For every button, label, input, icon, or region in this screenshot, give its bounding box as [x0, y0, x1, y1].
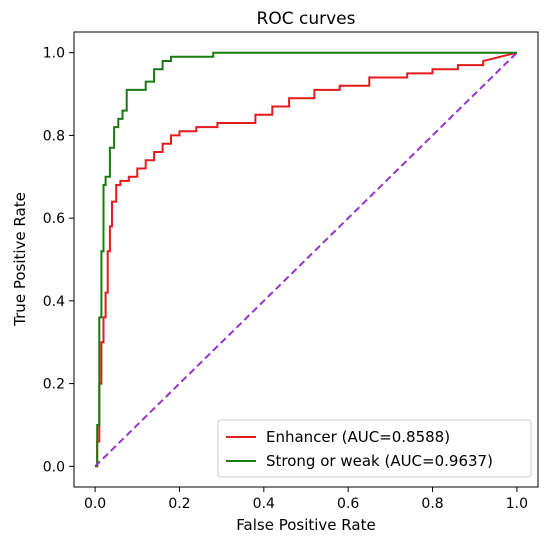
x-axis-ticks: 0.0 0.2 0.4 0.6 0.8 1.0	[84, 487, 528, 512]
plot-frame	[73, 31, 539, 488]
chart-title: ROC curves	[257, 9, 356, 29]
x-tick-label: 0.0	[84, 496, 106, 512]
series-line-strong-or-weak	[95, 51, 517, 468]
x-tick-label: 1.0	[506, 496, 528, 512]
legend-box	[217, 419, 532, 478]
legend-label-strong-or-weak: Strong or weak (AUC=0.9637)	[266, 452, 493, 470]
x-tick-label: 0.6	[337, 496, 359, 512]
legend: Enhancer (AUC=0.8588) Strong or weak (AU…	[217, 419, 532, 478]
legend-label-enhancer: Enhancer (AUC=0.8588)	[266, 428, 450, 446]
x-tick-label: 0.4	[253, 496, 275, 512]
series-line-enhancer	[95, 51, 518, 468]
x-axis-label: False Positive Rate	[236, 516, 375, 534]
y-tick-label: 0.0	[43, 459, 65, 475]
reference-diagonal-line	[94, 51, 518, 468]
series-layer	[94, 51, 518, 468]
plot-area	[73, 31, 539, 488]
y-tick-label: 0.6	[43, 211, 65, 227]
y-tick-label: 0.8	[43, 128, 65, 144]
x-tick-label: 0.2	[168, 496, 190, 512]
x-tick-label: 0.8	[421, 496, 443, 512]
y-axis-ticks: 0.0 0.2 0.4 0.6 0.8 1.0	[43, 46, 74, 475]
y-tick-label: 1.0	[43, 46, 65, 62]
y-tick-label: 0.4	[43, 294, 65, 310]
y-axis-label: True Positive Rate	[11, 192, 29, 327]
y-tick-label: 0.2	[43, 377, 65, 393]
